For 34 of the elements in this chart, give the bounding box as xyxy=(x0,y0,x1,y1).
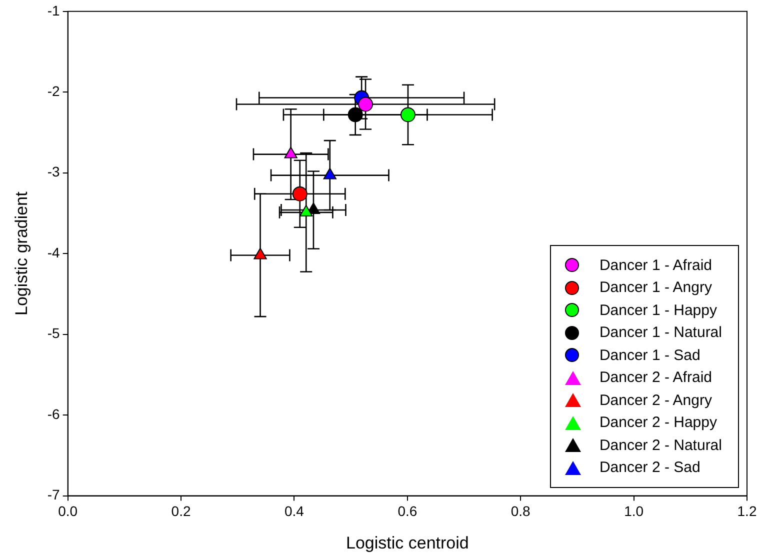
legend-label: Dancer 1 - Angry xyxy=(599,279,712,296)
x-tick-label: 1.2 xyxy=(737,503,757,520)
legend-label: Dancer 1 - Natural xyxy=(599,324,722,342)
x-tick-label: 0.0 xyxy=(58,503,78,520)
y-tick-label: -4 xyxy=(47,244,60,260)
x-tick-label: 0.4 xyxy=(284,503,304,520)
point xyxy=(358,96,374,112)
y-tick-label: -7 xyxy=(47,486,60,503)
point xyxy=(292,186,308,202)
point xyxy=(400,107,416,122)
legend-label: Dancer 1 - Sad xyxy=(599,346,700,364)
legend-label: Dancer 2 - Angry xyxy=(599,392,712,409)
x-axis-title: Logistic centroid xyxy=(346,533,469,552)
point xyxy=(348,107,363,122)
legend-label: Dancer 2 - Happy xyxy=(599,414,717,432)
point xyxy=(300,204,313,216)
point xyxy=(254,248,267,260)
legend-label: Dancer 2 - Afraid xyxy=(599,369,712,386)
legend-label: Dancer 2 - Natural xyxy=(599,436,722,454)
x-tick-label: 0.8 xyxy=(510,503,531,520)
y-tick-label: -3 xyxy=(47,164,60,180)
y-tick-label: -2 xyxy=(47,82,60,99)
x-tick-label: 0.2 xyxy=(171,503,191,520)
legend-label: Dancer 1 - Happy xyxy=(599,302,717,319)
x-tick-label: 1.0 xyxy=(624,503,644,520)
point xyxy=(323,168,336,180)
legend-label: Dancer 1 - Afraid xyxy=(599,256,712,274)
y-axis-title: Logistic gradient xyxy=(12,191,31,316)
point xyxy=(284,146,298,158)
legend-label: Dancer 2 - Sad xyxy=(599,459,700,476)
y-tick-label: -6 xyxy=(47,406,60,422)
y-tick-label: -1 xyxy=(47,2,60,18)
y-tick-label: -5 xyxy=(47,325,60,342)
x-tick-label: 0.6 xyxy=(398,503,418,520)
